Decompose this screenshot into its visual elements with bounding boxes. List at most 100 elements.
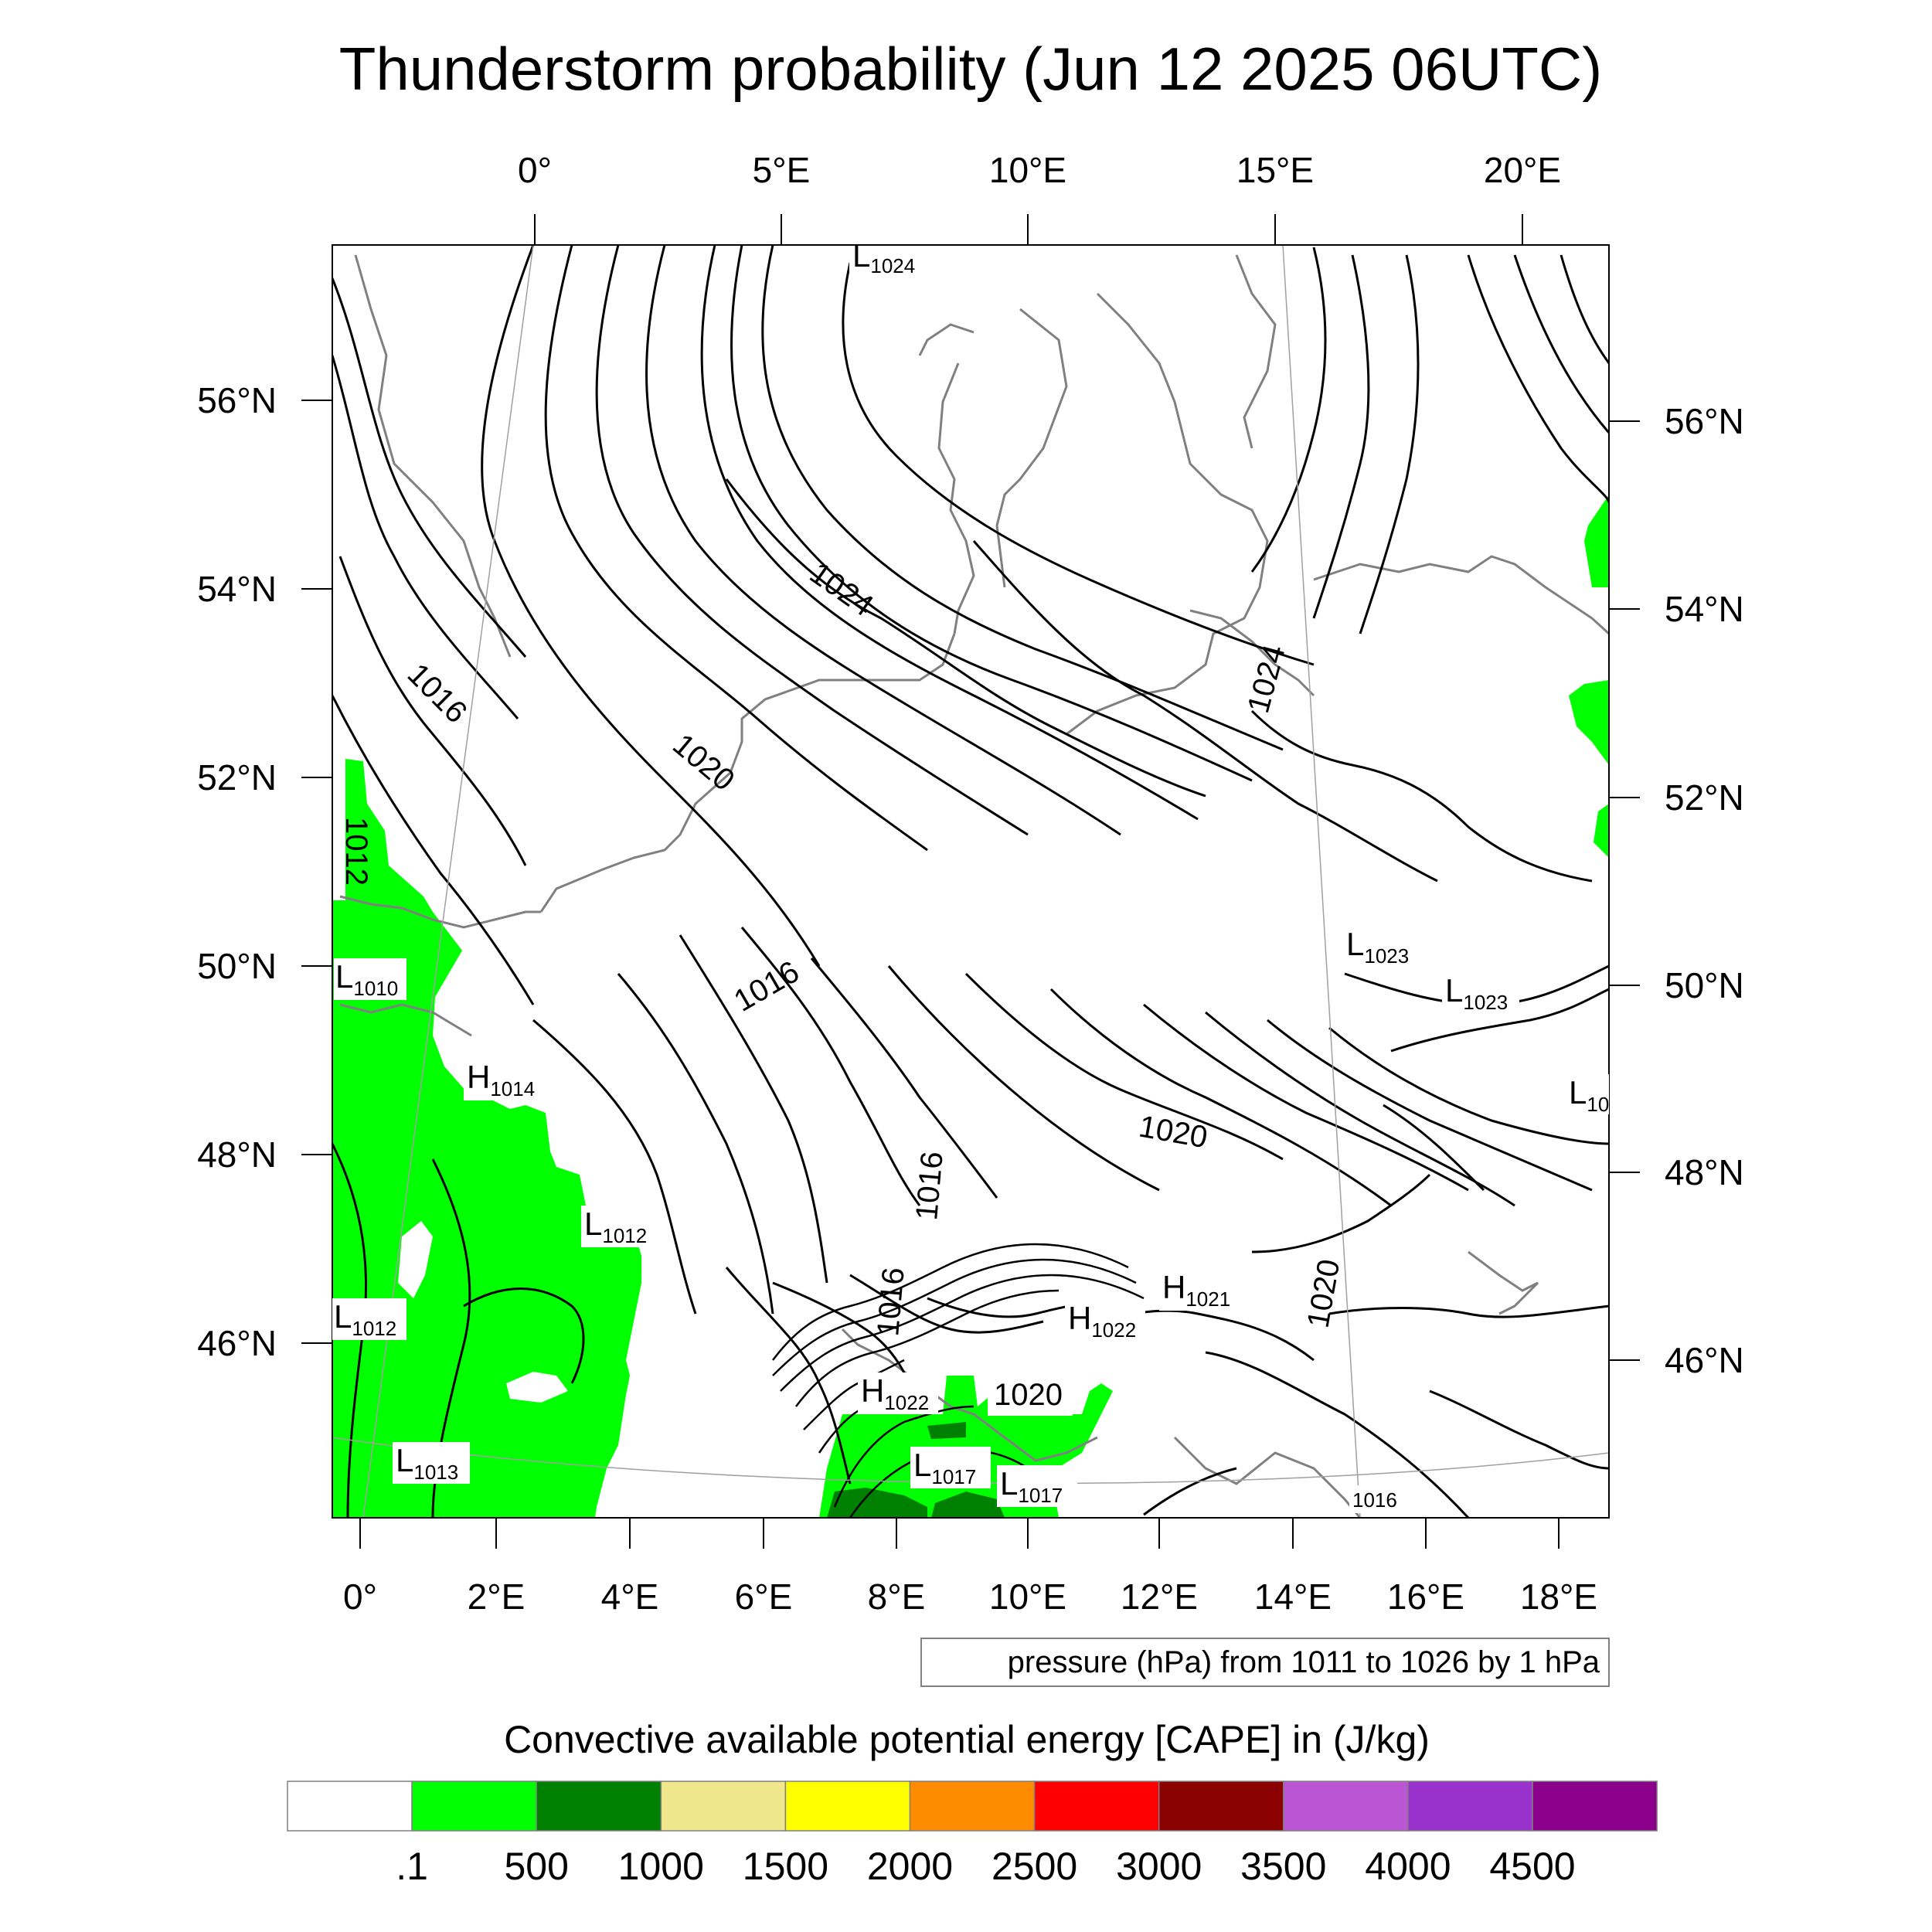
- pressure-center: L1024: [852, 237, 915, 277]
- colorbar-title: Convective available potential energy [C…: [504, 1718, 1430, 1761]
- bottom-tick-label: 10°E: [989, 1577, 1066, 1617]
- right-tick-label: 54°N: [1665, 589, 1744, 629]
- pressure-center: L1023: [1445, 972, 1508, 1014]
- contour-label: 1016: [910, 1150, 950, 1221]
- map-frame: [332, 244, 1610, 1519]
- colorbar-swatch: [411, 1781, 537, 1832]
- colorbar-swatch: [287, 1781, 413, 1832]
- left-axis: [301, 400, 332, 1344]
- contour-label: 1016: [871, 1266, 911, 1337]
- colorbar-swatch: [909, 1781, 1036, 1832]
- colorbar-labels: .1 500 1000 1500 2000 2500 3000 3500 4000 4500: [396, 1845, 1575, 1888]
- pressure-center: L1017: [913, 1447, 976, 1488]
- pressure-center: L1012: [584, 1206, 647, 1247]
- cape-dark-area: [927, 1422, 966, 1439]
- cape-area-east: [1569, 680, 1609, 765]
- left-tick-label: 48°N: [197, 1134, 277, 1175]
- colorbar-swatch: [1283, 1781, 1409, 1832]
- map-plot-area: [332, 245, 1609, 1518]
- cape-dark-area: [931, 1492, 1005, 1518]
- right-tick-label: 46°N: [1665, 1340, 1744, 1380]
- colorbar-label: 3000: [1116, 1845, 1202, 1888]
- colorbar-label: 1500: [743, 1845, 828, 1888]
- map-title: Thunderstorm probability (Jun 12 2025 06…: [339, 35, 1602, 103]
- colorbar-swatch: [1158, 1781, 1284, 1832]
- contour-label: 1020: [666, 727, 740, 798]
- cape-area-east: [1594, 804, 1609, 858]
- isobars: [332, 245, 1609, 1518]
- contour-note-box: [920, 1638, 1610, 1687]
- contour-note: pressure (hPa) from 1011 to 1026 by 1 hP…: [1008, 1645, 1600, 1679]
- left-tick-label: 54°N: [197, 569, 277, 609]
- contour-label: 1016: [729, 954, 805, 1019]
- bottom-tick-label: 0°: [343, 1577, 377, 1617]
- right-axis-labels: 56°N 54°N 52°N 50°N 48°N 46°N: [1665, 401, 1744, 1380]
- bottom-tick-label: 12°E: [1121, 1577, 1198, 1617]
- colorbar-label: 4500: [1489, 1845, 1575, 1888]
- bottom-axis: [359, 1518, 1560, 1549]
- cape-dark-area: [827, 1488, 927, 1518]
- colorbar: [287, 1781, 1658, 1832]
- contour-label: 1024: [1241, 641, 1292, 716]
- pressure-center: 1016: [1352, 1488, 1397, 1512]
- colorbar-label: 1000: [618, 1845, 704, 1888]
- right-tick-label: 48°N: [1665, 1152, 1744, 1192]
- left-tick-label: 50°N: [197, 946, 277, 986]
- cape-area-east: [1584, 495, 1609, 587]
- colorbar-swatch: [536, 1781, 662, 1832]
- top-axis-labels: 0° 5°E 10°E 15°E 20°E: [518, 150, 1561, 190]
- inline-contour-label: 1020: [994, 1378, 1063, 1412]
- top-tick-label: 5°E: [753, 150, 811, 190]
- colorbar-label: 500: [504, 1845, 568, 1888]
- bottom-tick-label: 2°E: [468, 1577, 526, 1617]
- top-tick-label: 0°: [518, 150, 552, 190]
- contour-label: 1024: [804, 556, 879, 623]
- bottom-tick-label: 16°E: [1387, 1577, 1464, 1617]
- pressure-center: H1022: [1068, 1300, 1136, 1342]
- right-tick-label: 52°N: [1665, 777, 1744, 818]
- left-axis-labels: 56°N 54°N 52°N 50°N 48°N 46°N: [197, 380, 277, 1363]
- top-tick-label: 15°E: [1236, 150, 1314, 190]
- right-tick-label: 56°N: [1665, 401, 1744, 441]
- colorbar-swatch: [660, 1781, 787, 1832]
- bottom-tick-label: 8°E: [868, 1577, 926, 1617]
- right-axis: [1609, 420, 1640, 1361]
- pressure-center: H1014: [467, 1059, 535, 1100]
- left-tick-label: 46°N: [197, 1323, 277, 1363]
- colorbar-label: .1: [396, 1845, 428, 1888]
- coastlines: [339, 254, 1609, 1518]
- colorbar-label: 2500: [992, 1845, 1077, 1888]
- colorbar-label: 4000: [1365, 1845, 1451, 1888]
- contour-label: 1016: [401, 657, 474, 730]
- left-tick-label: 56°N: [197, 380, 277, 420]
- colorbar-swatch: [1033, 1781, 1160, 1832]
- cape-gap: [398, 1221, 433, 1298]
- pressure-center: L1023: [1346, 926, 1409, 968]
- top-axis: [534, 214, 1523, 245]
- bottom-tick-label: 4°E: [601, 1577, 659, 1617]
- contour-label: 1020: [1301, 1257, 1347, 1330]
- pressure-center: L1012: [334, 1298, 396, 1340]
- right-tick-label: 50°N: [1665, 965, 1744, 1005]
- left-tick-label: 52°N: [197, 757, 277, 798]
- colorbar-swatch: [784, 1781, 911, 1832]
- pressure-center: H1022: [861, 1372, 929, 1414]
- cape-area-west: [332, 759, 641, 1518]
- top-tick-label: 10°E: [989, 150, 1066, 190]
- contour-label: 1020: [1136, 1110, 1209, 1155]
- pressure-center: L1017: [1000, 1465, 1063, 1507]
- contour-label: 1012: [339, 817, 373, 886]
- pressure-center: L10: [1569, 1074, 1609, 1116]
- bottom-tick-label: 6°E: [735, 1577, 793, 1617]
- colorbar-swatch: [1407, 1781, 1533, 1832]
- bottom-axis-labels: 0° 2°E 4°E 6°E 8°E 10°E 12°E 14°E 16°E 1…: [343, 1577, 1597, 1617]
- pressure-center: H1021: [1162, 1269, 1230, 1311]
- cape-gap: [506, 1372, 568, 1403]
- pressure-centers: L1024 L1023 L1023 L10 L1010 H1014 L1012 …: [332, 237, 1609, 1513]
- bottom-tick-label: 14°E: [1254, 1577, 1332, 1617]
- top-tick-label: 20°E: [1484, 150, 1561, 190]
- pressure-center: L1013: [396, 1442, 458, 1484]
- colorbar-label: 2000: [867, 1845, 953, 1888]
- bottom-tick-label: 18°E: [1520, 1577, 1597, 1617]
